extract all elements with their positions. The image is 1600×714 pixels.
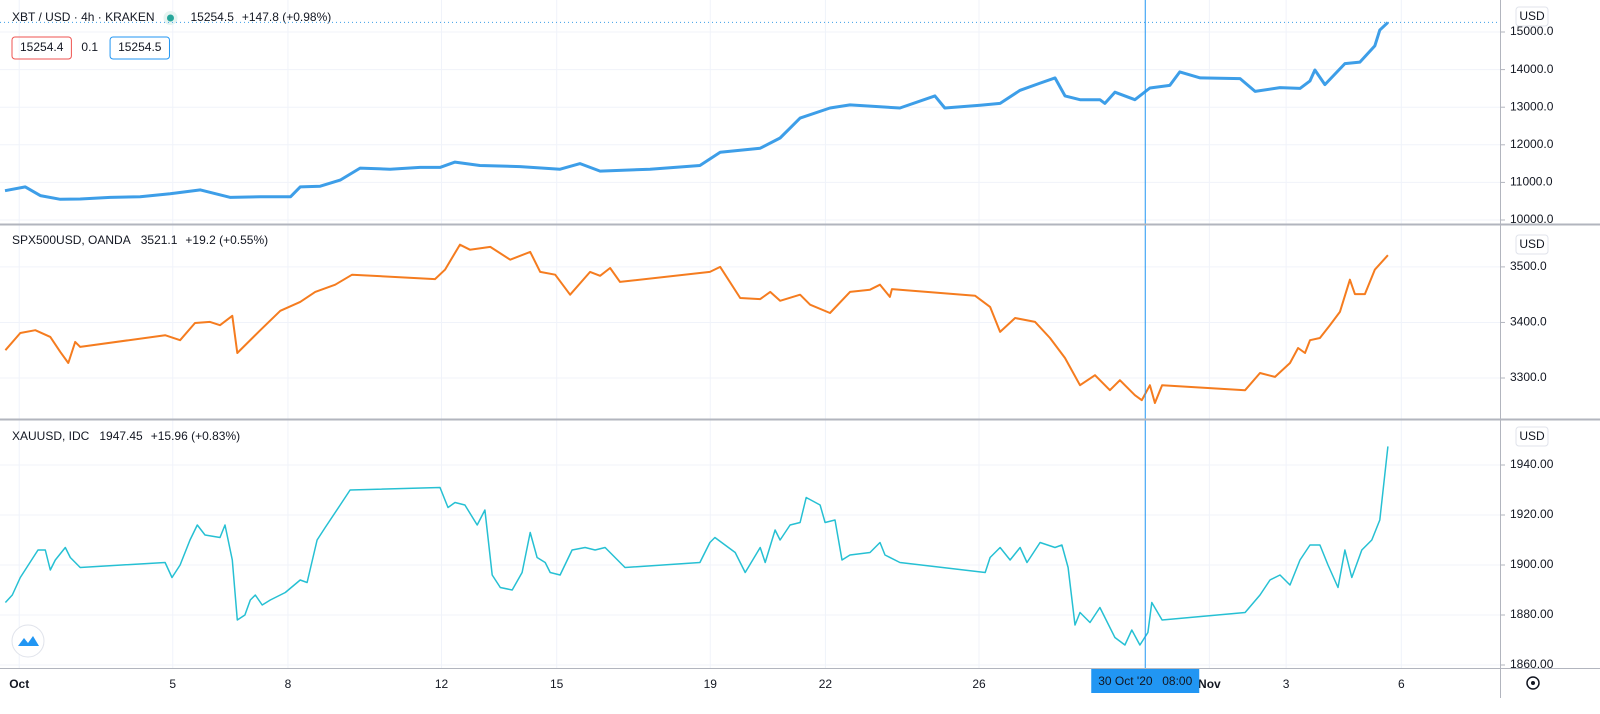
x-tick-label: 12	[435, 677, 449, 691]
spread: 0.1	[81, 40, 98, 54]
x-tick-label: 6	[1398, 677, 1405, 691]
currency-label: USD	[1519, 429, 1545, 443]
currency-badge	[1515, 426, 1549, 447]
currency-label: USD	[1519, 237, 1545, 251]
currency-badge	[1515, 234, 1549, 255]
logo[interactable]	[11, 624, 45, 658]
crosshair-date: 30 Oct '20	[1098, 674, 1153, 688]
symbol-title: XAUUSD, IDC	[12, 429, 90, 443]
currency-label: USD	[1519, 9, 1545, 23]
price-line	[4, 446, 1389, 646]
symbol-title: SPX500USD, OANDA	[12, 233, 131, 247]
x-tick-label: 5	[169, 677, 176, 691]
settings-button[interactable]	[1526, 676, 1540, 690]
y-tick-label: 11000.0	[1510, 175, 1553, 189]
y-tick-label: 1940.00	[1510, 457, 1554, 471]
y-tick-label: 13000.0	[1510, 99, 1554, 113]
market-status-dot-core	[166, 14, 174, 22]
crosshair-label-box	[1091, 669, 1200, 693]
bid-price: 15254.4	[20, 40, 64, 54]
x-tick-label: Oct	[9, 677, 29, 691]
currency-badge	[1515, 6, 1549, 27]
price-line	[4, 243, 1389, 404]
price-change: +147.8 (+0.98%)	[242, 10, 331, 24]
ask-box	[109, 36, 170, 60]
y-tick-label: 14000.0	[1510, 62, 1554, 76]
logo-icon[interactable]	[18, 636, 39, 646]
last-price: 15254.5	[190, 10, 234, 24]
x-tick-label: 15	[550, 677, 564, 691]
y-tick-label: 3300.0	[1510, 370, 1547, 384]
price-change: +15.96 (+0.83%)	[151, 429, 240, 443]
y-tick-label: 12000.0	[1510, 137, 1554, 151]
price-line	[4, 21, 1389, 201]
ask-price: 15254.5	[118, 40, 162, 54]
x-tick-label: Nov	[1198, 677, 1221, 691]
x-tick-label: 3	[1283, 677, 1290, 691]
y-tick-label: 1880.00	[1510, 607, 1554, 621]
x-tick-label: 22	[819, 677, 833, 691]
last-price: 3521.1	[141, 233, 178, 247]
x-tick-label: 8	[285, 677, 292, 691]
y-tick-label: 15000.0	[1510, 24, 1554, 38]
y-tick-label: 1900.00	[1510, 557, 1554, 571]
y-tick-label: 1860.00	[1510, 657, 1554, 671]
y-tick-label: 10000.0	[1510, 212, 1554, 226]
x-tick-label: 19	[704, 677, 718, 691]
last-price: 1947.45	[99, 429, 143, 443]
y-tick-label: 3400.0	[1510, 315, 1547, 329]
x-tick-label: 26	[972, 677, 986, 691]
y-tick-label: 3500.0	[1510, 259, 1547, 273]
crosshair-time: 08:00	[1162, 674, 1192, 688]
plot-area	[4, 21, 1389, 646]
gear[interactable]	[1526, 676, 1540, 690]
price-change: +19.2 (+0.55%)	[185, 233, 268, 247]
gear-center[interactable]	[1531, 681, 1535, 685]
logo-circle[interactable]	[11, 624, 45, 658]
symbol-title: XBT / USD · 4h · KRAKEN	[12, 10, 154, 24]
grid	[0, 0, 1500, 668]
overlay: Oct 5 8 12 15 19 22 26 Nov 3 6 10000.0 11000.0 12000.…	[0, 0, 1554, 693]
y-tick-label: 1920.00	[1510, 507, 1554, 521]
bid-box	[11, 36, 72, 60]
